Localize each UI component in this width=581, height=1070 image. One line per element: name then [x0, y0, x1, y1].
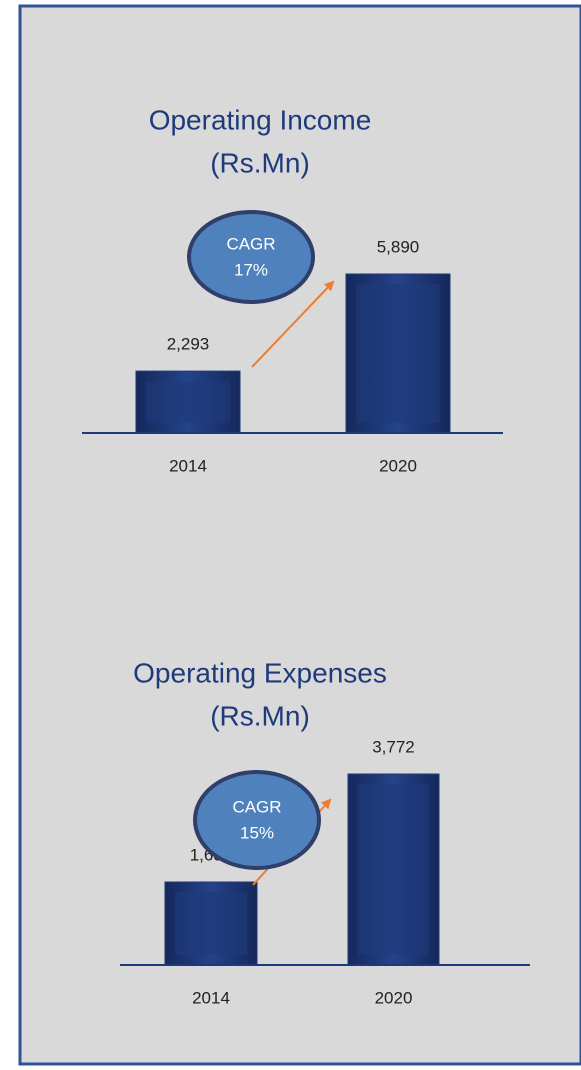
bar-bevel: [358, 784, 429, 955]
x-tick-label: 2014: [192, 988, 230, 1007]
cagr-bubble: [187, 210, 315, 304]
panel: [18, 4, 581, 1066]
x-tick-label: 2020: [375, 988, 413, 1007]
cagr-arrow: [251, 280, 335, 368]
chart-title: Operating Income: [149, 104, 372, 135]
x-tick-label: 2020: [379, 456, 417, 475]
cagr-bubble: [193, 770, 321, 870]
cagr-value: 15%: [240, 823, 274, 842]
x-tick-label: 2014: [169, 456, 207, 475]
bar-bevel: [146, 381, 230, 423]
bar-bevel: [356, 284, 440, 423]
value-label: 5,890: [377, 237, 420, 256]
chart-subtitle: (Rs.Mn): [210, 700, 310, 731]
value-label: 2,293: [167, 335, 210, 354]
value-label: 3,772: [372, 737, 415, 756]
chart-subtitle: (Rs.Mn): [210, 147, 310, 178]
cagr-value: 17%: [234, 260, 268, 279]
bar-bevel: [175, 892, 247, 955]
chart-title: Operating Expenses: [133, 657, 387, 688]
cagr-label: CAGR: [226, 234, 275, 253]
cagr-label: CAGR: [232, 797, 281, 816]
